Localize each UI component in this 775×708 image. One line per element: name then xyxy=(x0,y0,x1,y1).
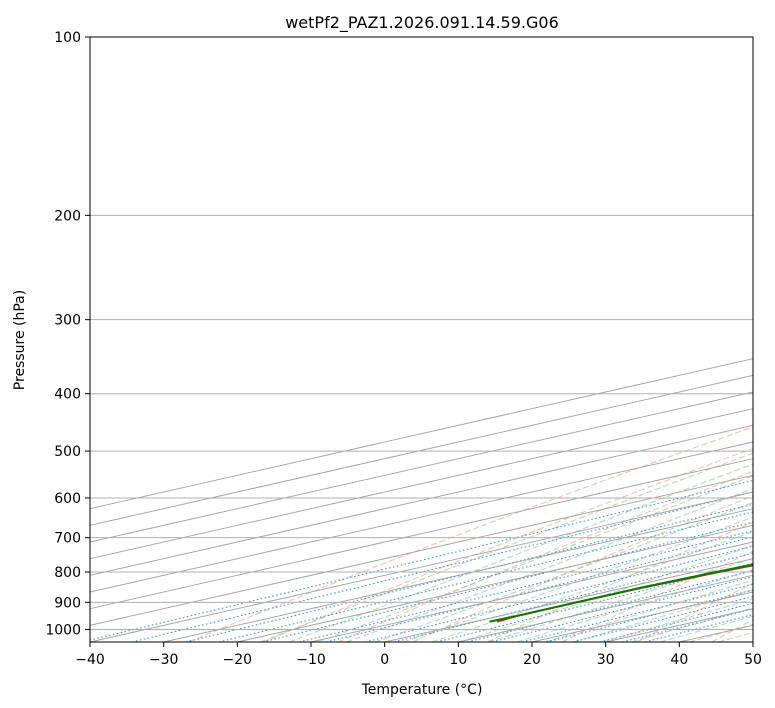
mixing-ratio-line xyxy=(394,552,753,642)
moist-adiabat xyxy=(602,598,753,642)
dry-adiabat xyxy=(263,447,753,642)
moist-adiabat xyxy=(374,501,753,642)
x-tick-label: 0 xyxy=(380,652,389,668)
pressure-grid xyxy=(90,37,753,642)
isotherm-line xyxy=(752,641,753,642)
isotherm-line xyxy=(90,441,753,593)
mixing-ratio-line xyxy=(90,480,753,641)
y-tick-label: 100 xyxy=(54,30,81,46)
moist-adiabat xyxy=(573,589,753,642)
plot-area xyxy=(90,37,753,642)
moist-adiabat xyxy=(260,452,753,642)
dry-adiabat xyxy=(412,495,753,642)
x-tick-label: 50 xyxy=(744,652,762,668)
x-axis-label: Temperature (°C) xyxy=(361,682,483,698)
y-tick-label: 500 xyxy=(54,444,81,460)
x-axis-ticks: −40 −30 −20 −10 0 10 20 30 40 50 xyxy=(75,642,762,668)
y-axis-ticks: 100 200 300 400 500 600 700 800 900 1000 xyxy=(45,30,90,638)
x-tick-label: −20 xyxy=(223,652,253,668)
y-tick-label: 900 xyxy=(54,595,81,611)
y-tick-label: 700 xyxy=(54,531,81,547)
isotherm-line xyxy=(90,391,753,543)
y-tick-label: 200 xyxy=(54,208,81,224)
y-tick-label: 800 xyxy=(54,565,81,581)
chart-title: wetPf2_PAZ1.2026.091.14.59.G06 xyxy=(285,13,559,33)
moist-adiabat xyxy=(317,475,753,642)
y-tick-label: 400 xyxy=(54,387,81,403)
x-tick-label: 30 xyxy=(597,652,615,668)
x-tick-label: −30 xyxy=(149,652,179,668)
moist-adiabat xyxy=(346,488,753,642)
plot-frame xyxy=(89,36,754,643)
moist-adiabat xyxy=(516,569,753,642)
isotherm-line xyxy=(90,458,753,610)
y-tick-label: 300 xyxy=(54,313,81,329)
dry-adiabat xyxy=(188,426,753,642)
mixing-ratio-line xyxy=(325,536,753,642)
isotherm-line xyxy=(90,474,753,626)
mixing-ratio-line xyxy=(185,503,753,642)
y-axis-label: Pressure (hPa) xyxy=(12,290,28,390)
isotherm-line xyxy=(237,524,753,642)
x-tick-label: 10 xyxy=(449,652,467,668)
mixing-ratio-line xyxy=(299,530,753,642)
mixing-ratio-line xyxy=(365,545,753,642)
moist-adiabat xyxy=(402,516,753,642)
background-lines xyxy=(90,426,753,642)
y-tick-label: 1000 xyxy=(45,622,81,638)
isotherm-line xyxy=(90,491,753,642)
x-tick-label: −40 xyxy=(75,652,105,668)
isotherm-line xyxy=(163,508,753,642)
moist-adiabat xyxy=(288,463,753,642)
y-tick-label: 600 xyxy=(54,491,81,507)
dry-adiabat xyxy=(562,550,753,642)
isotherm-line xyxy=(90,408,753,560)
isotherm-line xyxy=(90,424,753,576)
x-tick-label: 20 xyxy=(523,652,541,668)
x-tick-label: −10 xyxy=(296,652,326,668)
x-tick-label: 40 xyxy=(670,652,688,668)
moist-adiabat xyxy=(487,557,753,642)
